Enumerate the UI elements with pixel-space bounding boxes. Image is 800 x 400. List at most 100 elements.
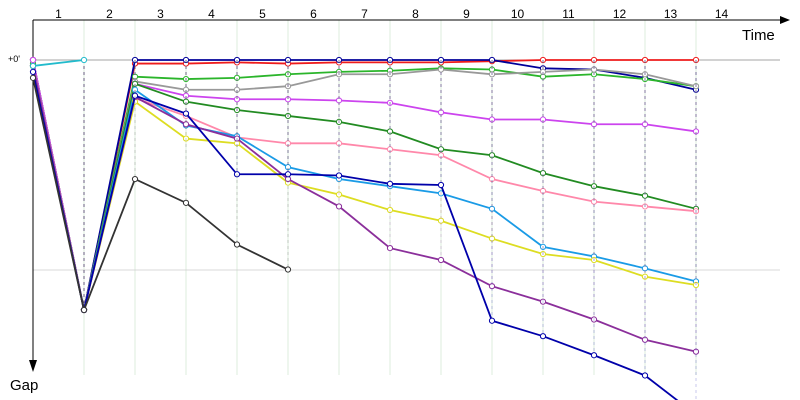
data-point — [539, 250, 547, 258]
data-point — [437, 217, 445, 224]
data-point — [131, 56, 139, 64]
data-point — [488, 71, 496, 78]
data-point — [233, 171, 241, 178]
data-point — [284, 266, 292, 273]
data-point — [284, 71, 292, 78]
data-point — [131, 175, 139, 183]
series-path — [32, 59, 85, 67]
x-tick-label: 9 — [463, 7, 470, 21]
series-line — [29, 60, 697, 400]
x-tick-label: 14 — [715, 7, 729, 21]
data-point — [233, 241, 241, 248]
data-point — [131, 92, 139, 99]
data-point — [539, 68, 547, 76]
data-point — [284, 171, 292, 178]
data-point — [233, 96, 241, 103]
x-tick-label: 12 — [613, 7, 627, 21]
data-point — [692, 83, 700, 90]
x-tick-labels: 1 2 3 4 5 6 7 8 9 10 11 12 13 14 — [55, 7, 728, 21]
data-point — [386, 244, 394, 252]
data-point — [182, 199, 190, 206]
data-point — [539, 298, 547, 305]
data-point — [437, 66, 445, 73]
series-path — [32, 65, 697, 311]
series-path — [32, 59, 697, 311]
data-point — [284, 83, 292, 90]
series-lines — [29, 56, 700, 400]
data-point — [590, 316, 598, 323]
data-point — [488, 116, 496, 123]
data-point — [590, 183, 598, 190]
data-point — [335, 191, 343, 198]
data-point — [335, 172, 343, 179]
data-point — [284, 56, 292, 64]
data-point — [437, 256, 445, 264]
data-point — [386, 128, 394, 135]
data-point — [80, 56, 88, 64]
data-point — [488, 283, 496, 290]
data-point — [233, 56, 241, 64]
data-point — [182, 56, 190, 64]
data-point — [641, 56, 649, 64]
data-point — [386, 56, 394, 64]
series-path — [32, 59, 696, 311]
series-path — [32, 65, 697, 311]
data-point — [182, 86, 190, 93]
x-tick-label: 1 — [55, 7, 62, 21]
data-point — [335, 203, 343, 210]
x-tick-label: 4 — [208, 7, 215, 21]
x-tick-label: 7 — [361, 7, 368, 21]
data-point — [692, 128, 700, 135]
data-point — [386, 146, 394, 153]
data-point — [233, 86, 241, 93]
data-point — [284, 112, 292, 120]
data-point — [386, 180, 394, 187]
data-point — [641, 336, 649, 343]
x-axis-title: Time — [742, 27, 775, 44]
data-point — [437, 56, 445, 64]
x-tick-label: 3 — [157, 7, 164, 21]
data-point — [233, 74, 241, 81]
x-tick-label: 6 — [310, 7, 317, 21]
data-point — [437, 146, 445, 153]
data-point — [692, 281, 700, 289]
data-point — [335, 71, 343, 78]
data-point — [182, 92, 190, 99]
data-point — [590, 121, 598, 128]
data-point — [641, 203, 649, 210]
series-line — [29, 60, 292, 314]
data-point — [335, 56, 343, 64]
data-point — [641, 372, 649, 379]
data-point — [182, 110, 190, 117]
series-path — [32, 65, 697, 353]
data-point — [590, 352, 598, 359]
x-tick-label: 10 — [511, 7, 525, 21]
series-line — [29, 56, 88, 70]
data-point — [182, 75, 190, 83]
data-point — [692, 348, 700, 355]
data-point — [539, 187, 547, 195]
data-point — [692, 56, 700, 64]
data-point — [233, 106, 241, 114]
data-point — [29, 62, 37, 70]
x-tick-label: 11 — [562, 7, 575, 21]
x-tick-label: 8 — [412, 7, 419, 21]
series-path — [32, 77, 289, 314]
data-point — [590, 66, 598, 73]
series-line — [29, 60, 700, 355]
data-point — [641, 265, 649, 272]
data-point — [488, 175, 496, 183]
data-point — [182, 98, 190, 105]
data-point — [641, 71, 649, 78]
data-point — [386, 71, 394, 78]
series-path — [32, 71, 679, 400]
data-point — [284, 164, 292, 171]
zero-label: +0' — [8, 54, 20, 64]
data-point — [131, 80, 139, 87]
data-point — [131, 86, 139, 93]
data-point — [590, 198, 598, 205]
data-point — [641, 273, 649, 280]
data-point — [539, 169, 547, 177]
series-path — [32, 65, 697, 311]
data-point — [182, 135, 190, 142]
